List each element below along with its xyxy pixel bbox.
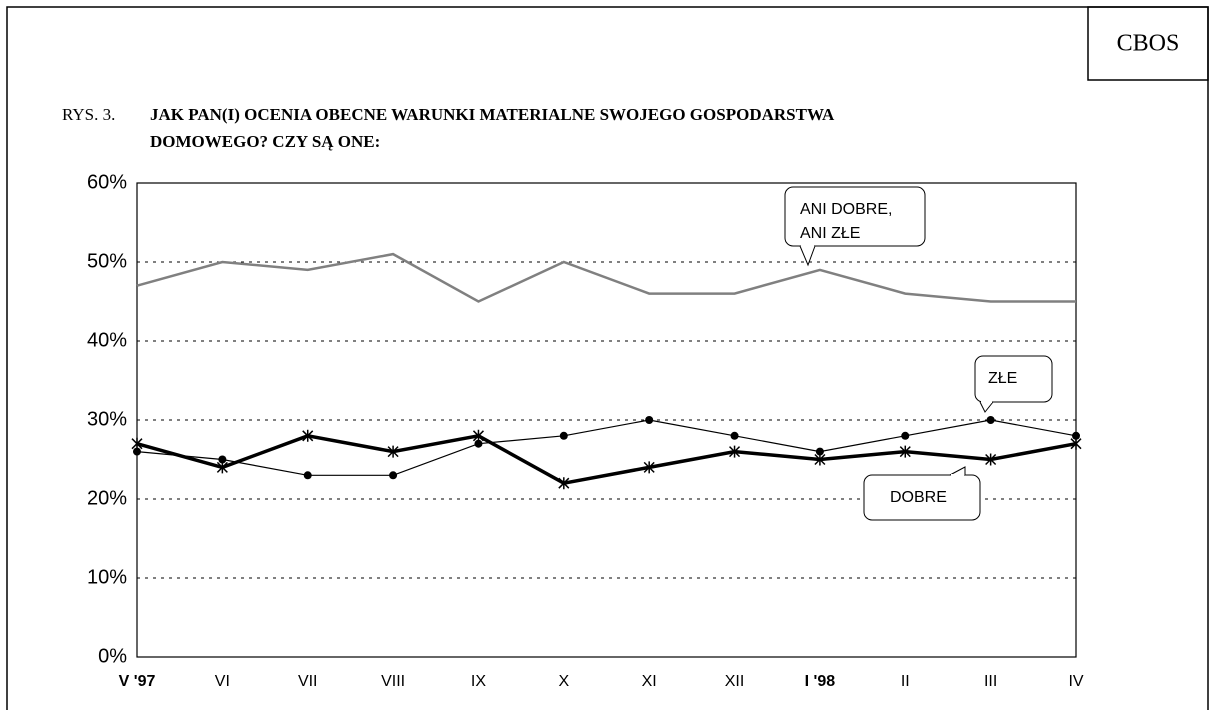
callout-box: [974, 355, 1053, 403]
point: [901, 431, 910, 440]
point: [472, 429, 484, 442]
y-tick-label: 10%: [87, 566, 127, 588]
chart-title: DOMOWEGO? CZY SĄ ONE:: [150, 132, 380, 151]
chart-title: JAK PAN(I) OCENIA OBECNE WARUNKI MATERIA…: [150, 105, 835, 124]
figure-label: RYS. 3.: [62, 105, 115, 124]
x-tick-label: IV: [1068, 673, 1083, 690]
x-tick-label: X: [558, 673, 569, 690]
point: [133, 447, 141, 456]
point: [387, 445, 399, 458]
x-tick-label: IX: [471, 673, 486, 690]
x-tick-label: I '98: [805, 673, 836, 690]
point: [1070, 437, 1082, 450]
x-tick-label: VI: [215, 673, 230, 690]
source: CBOS: [1117, 31, 1180, 57]
x-tick-label: II: [901, 673, 910, 690]
point: [1072, 431, 1080, 440]
point: [218, 455, 227, 464]
series-line: [136, 252, 1076, 303]
x-tick-label: VIII: [381, 673, 405, 690]
y-tick-label: 0%: [98, 645, 127, 667]
plot-frame: [136, 182, 1077, 658]
x-tick-label: XII: [725, 673, 745, 690]
callout-box: [784, 186, 926, 247]
point: [474, 439, 483, 448]
point: [559, 431, 568, 440]
y-tick-label: 60%: [87, 171, 127, 193]
y-tick-label: 30%: [87, 408, 127, 430]
point: [645, 416, 654, 424]
legend-label: ZŁE: [988, 370, 1018, 387]
x-tick-label: V '97: [119, 673, 156, 690]
legend-label: ANI DOBRE, ANI ZŁE: [800, 201, 893, 242]
outer-frame: [6, 6, 1209, 710]
y-tick-label: 50%: [87, 250, 127, 272]
point: [729, 445, 741, 458]
point: [985, 453, 997, 466]
point: [303, 471, 312, 480]
point: [730, 431, 739, 440]
series-line: [136, 433, 1077, 486]
point: [814, 453, 826, 466]
callout-box: [863, 474, 981, 521]
y-tick-label: 20%: [87, 487, 127, 509]
y-tick-label: 40%: [87, 329, 127, 351]
x-tick-label: XI: [642, 673, 657, 690]
callout-tail: [979, 401, 994, 413]
point: [389, 471, 398, 480]
point: [302, 429, 314, 442]
point: [986, 416, 995, 424]
x-tick-label: III: [984, 673, 997, 690]
point: [899, 445, 911, 458]
point: [558, 477, 570, 490]
point: [216, 461, 228, 474]
series-line: [136, 419, 1077, 476]
callout-tail: [799, 245, 816, 267]
legend-label: DOBRE: [890, 489, 947, 506]
callout-tail: [949, 466, 966, 476]
point: [131, 437, 143, 450]
source-box: [1087, 6, 1209, 81]
point: [815, 447, 824, 456]
point: [643, 461, 655, 474]
x-tick-label: VII: [298, 673, 318, 690]
